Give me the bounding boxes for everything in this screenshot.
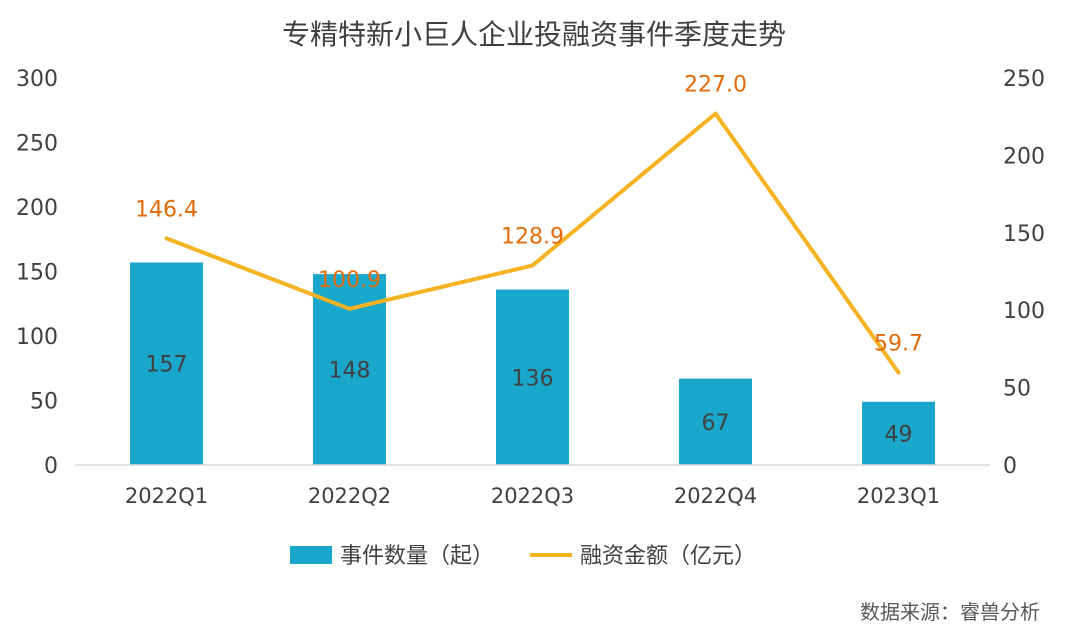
right-tick-label: 50: [1003, 377, 1031, 402]
line-value-label: 146.4: [135, 197, 198, 222]
bar-value-label: 49: [885, 422, 913, 447]
source-note: 数据来源：睿兽分析: [860, 600, 1040, 624]
chart-title: 专精特新小巨人企业投融资事件季度走势: [282, 18, 786, 51]
line-series: 146.4 100.9 128.9 227.0 59.7: [135, 73, 923, 375]
line-value-label: 227.0: [684, 73, 747, 98]
bar: [496, 289, 569, 465]
left-tick-label: 50: [30, 390, 58, 415]
category-label: 2023Q1: [857, 484, 940, 508]
category-label: 2022Q3: [491, 484, 574, 508]
line-value-label: 100.9: [318, 268, 381, 293]
bar: [679, 378, 752, 465]
category-label: 2022Q2: [308, 484, 391, 508]
category-label: 2022Q4: [674, 484, 757, 508]
bar-value-label: 136: [512, 366, 554, 391]
right-tick-label: 0: [1003, 454, 1017, 479]
right-tick-label: 200: [1003, 144, 1045, 169]
left-tick-label: 200: [16, 196, 58, 221]
right-tick-label: 100: [1003, 299, 1045, 324]
x-axis: 2022Q1 2022Q2 2022Q3 2022Q4 2023Q1: [125, 484, 940, 508]
legend-bar-label: 事件数量（起）: [340, 544, 494, 569]
right-axis: 0 50 100 150 200 250: [1003, 67, 1045, 479]
bar-series: 157 148 136 67 49: [130, 262, 935, 465]
line-value-label: 128.9: [501, 224, 564, 249]
left-tick-label: 300: [16, 67, 58, 92]
left-tick-label: 100: [16, 325, 58, 350]
legend-bar-swatch: [290, 546, 332, 564]
bar: [313, 274, 386, 465]
bar-value-label: 67: [702, 411, 730, 436]
legend: 事件数量（起） 融资金额（亿元）: [290, 544, 756, 569]
bar-value-label: 157: [146, 353, 188, 378]
left-tick-label: 250: [16, 132, 58, 157]
line-value-label: 59.7: [874, 332, 923, 357]
left-axis: 0 50 100 150 200 250 300: [16, 67, 58, 479]
bar-value-label: 148: [329, 359, 371, 384]
left-tick-label: 150: [16, 261, 58, 286]
bar: [130, 262, 203, 465]
category-label: 2022Q1: [125, 484, 208, 508]
right-tick-label: 150: [1003, 222, 1045, 247]
left-tick-label: 0: [44, 454, 58, 479]
bar: [862, 401, 935, 465]
right-tick-label: 250: [1003, 67, 1045, 92]
legend-line-label: 融资金额（亿元）: [580, 544, 756, 569]
